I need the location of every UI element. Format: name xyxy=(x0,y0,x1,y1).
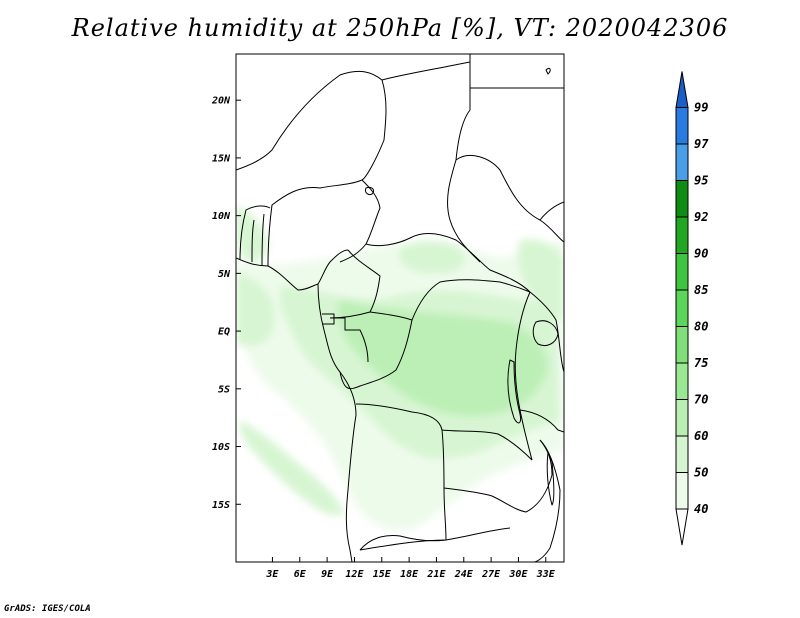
coastline-gabon-angola xyxy=(317,283,357,562)
humidity-fields xyxy=(236,206,564,532)
country-boundaries xyxy=(236,54,564,562)
lat-tick-label: 10S xyxy=(212,442,230,453)
lake-victoria xyxy=(532,320,559,347)
lon-tick-label: 18E xyxy=(400,569,419,580)
colorbar-swatch xyxy=(675,362,689,400)
lat-tick-label: EQ xyxy=(218,327,230,338)
colorbar-swatch xyxy=(675,289,689,327)
border-drc-east xyxy=(514,291,533,461)
colorbar-label: 80 xyxy=(694,320,708,334)
humidity-region-inner xyxy=(338,300,548,417)
border-uganda xyxy=(529,291,564,373)
border-tanzania xyxy=(519,409,564,433)
colorbar-swatch xyxy=(675,180,689,218)
border-benin-togo xyxy=(251,213,265,267)
colorbar-label: 50 xyxy=(694,466,708,480)
lon-tick-label: 9E xyxy=(321,569,334,580)
colorbar-swatch xyxy=(675,472,689,510)
colorbar-label: 60 xyxy=(694,429,708,443)
humidity-region-north-patch xyxy=(400,240,465,274)
colorbar-over-triangle xyxy=(675,71,689,108)
colorbar-swatch xyxy=(675,399,689,437)
colorbar-label: 92 xyxy=(694,210,708,224)
latitude-axis: 20N 15N 10N 5N EQ 5S 10S 15S xyxy=(211,96,241,511)
border-equatorial-guinea xyxy=(322,313,335,325)
border-ethiopia xyxy=(539,201,564,221)
border-zambia xyxy=(443,439,553,513)
colorbar-under-triangle xyxy=(675,508,689,546)
lon-tick-label: 24E xyxy=(454,569,474,580)
map-title: Relative humidity at 250hPa [%], VT: 202… xyxy=(71,14,729,42)
border-congo xyxy=(339,311,413,390)
lat-tick-label: 20N xyxy=(211,96,231,107)
lake-tana xyxy=(545,67,551,75)
lon-tick-label: 15E xyxy=(373,569,392,580)
border-sudan-east xyxy=(455,155,564,243)
colorbar-label: 75 xyxy=(694,356,708,370)
lat-tick-label: 10N xyxy=(212,211,231,222)
colorbar: 40 50 60 70 75 80 85 90 92 95 97 99 xyxy=(675,71,709,546)
lon-tick-label: 6E xyxy=(294,569,307,580)
colorbar-swatch xyxy=(675,216,689,254)
border-car xyxy=(365,233,531,293)
colorbar-label: 40 xyxy=(694,502,708,516)
lon-tick-label: 30E xyxy=(508,569,528,580)
lat-tick-label: 15N xyxy=(212,153,231,164)
lat-tick-label: 5S xyxy=(218,384,230,395)
map-frame xyxy=(235,53,565,563)
border-ghana xyxy=(239,205,271,261)
lake-malawi xyxy=(546,451,555,506)
humidity-region-west xyxy=(236,272,275,346)
border-cameroon-south xyxy=(329,249,381,319)
border-niger-north xyxy=(236,70,387,181)
colorbar-label: 70 xyxy=(694,393,708,407)
lon-tick-label: 12E xyxy=(345,569,364,580)
lon-tick-label: 33E xyxy=(536,569,556,580)
longitude-axis: 3E 6E 9E 12E 15E 18E 21E 24E 27E 30E 33E xyxy=(265,557,556,580)
grads-credit: GrADS: IGES/COLA xyxy=(4,604,91,614)
humidity-region-east xyxy=(517,239,564,320)
humidity-region-coast-band xyxy=(239,420,345,516)
colorbar-label: 97 xyxy=(694,137,709,151)
colorbar-swatch xyxy=(675,107,689,145)
lon-tick-label: 27E xyxy=(481,569,501,580)
lat-tick-label: 5N xyxy=(218,269,231,280)
border-gabon xyxy=(330,317,369,363)
lat-tick-label: 15S xyxy=(212,500,230,511)
colorbar-swatch xyxy=(675,253,689,291)
lake-chad xyxy=(365,187,375,195)
coastline-west-africa xyxy=(236,249,349,291)
colorbar-label: 95 xyxy=(694,174,708,188)
colorbar-swatch xyxy=(675,435,689,473)
colorbar-label: 99 xyxy=(694,101,708,115)
colorbar-swatch xyxy=(675,326,689,364)
colorbar-label: 85 xyxy=(694,283,708,297)
lake-tanganyika xyxy=(507,359,521,424)
lon-tick-label: 3E xyxy=(265,569,279,580)
colorbar-swatch xyxy=(675,143,689,181)
lon-tick-label: 21E xyxy=(426,569,446,580)
border-mozambique xyxy=(534,439,561,562)
border-libya-sudan xyxy=(469,54,564,110)
colorbar-label: 90 xyxy=(694,247,708,261)
border-namibia xyxy=(359,527,511,551)
border-chad xyxy=(381,61,481,263)
border-drc-north xyxy=(411,279,531,321)
